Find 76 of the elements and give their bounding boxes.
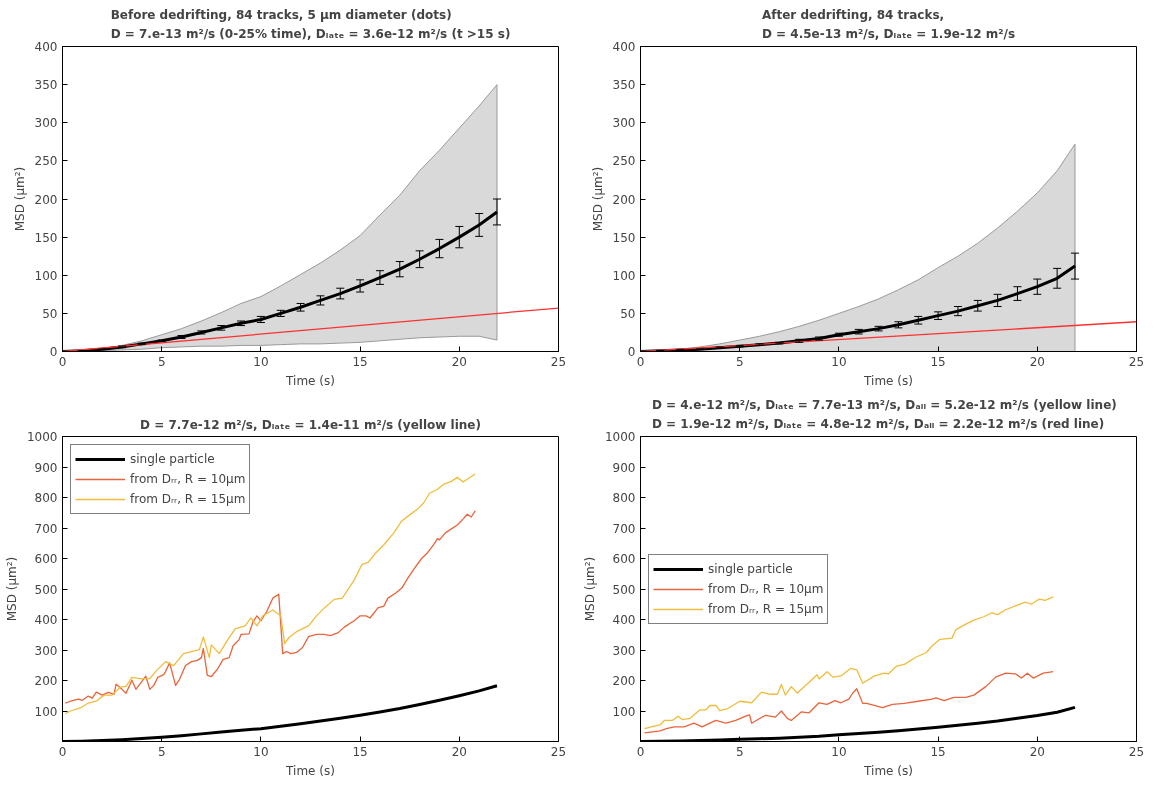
y-tick-label: 250	[612, 154, 636, 169]
x-tick-label: 20	[1029, 354, 1045, 369]
y-tick-label: 0	[627, 345, 636, 359]
chart-title: Before dedrifting, 84 tracks, 5 μm diameter (dots) D = 7.e-13 m²/s (0-25% time), Dₗₐₜₑ = 3.6e-12 m²/s (t >15 s)	[110, 7, 511, 42]
y-tick-label: 300	[34, 643, 58, 658]
x-tick-label: 20	[1029, 744, 1045, 759]
y-tick-label: 700	[34, 521, 58, 536]
y-tick-label: 300	[34, 116, 58, 131]
x-tick-label: 5	[735, 744, 744, 759]
y-tick-label: 200	[612, 674, 636, 688]
chart-title: After dedrifting, 84 tracks, D = 4.5e-13 m²/s, Dₗₐₜₑ = 1.9e-12 m²/s	[761, 7, 1016, 42]
y-tick-label: 600	[612, 552, 636, 566]
x-tick-label: 15	[352, 354, 368, 369]
x-tick-label: 15	[930, 354, 946, 369]
x-tick-label: 10	[831, 354, 847, 369]
y-tick-label: 150	[34, 230, 58, 245]
x-tick-label: 25	[550, 354, 567, 369]
y-tick-label: 0	[49, 345, 58, 359]
legend-label: single particle	[708, 561, 793, 576]
x-axis-title: Time (s)	[863, 763, 913, 778]
x-tick-label: 10	[253, 354, 269, 369]
chart-title: D = 7.7e-12 m²/s, Dₗₐₜₑ = 1.4e-11 m²/s (yellow line)	[140, 417, 481, 432]
y-tick-label: 400	[34, 40, 58, 54]
x-tick-label: 25	[550, 744, 567, 759]
y-axis-title: MSD (μm²)	[582, 556, 597, 622]
y-axis-title: MSD (μm²)	[12, 166, 27, 232]
legend-label: from Dᵣᵣ, R = 15μm	[130, 492, 246, 506]
x-tick-label: 10	[253, 744, 269, 759]
x-tick-label: 5	[157, 744, 166, 759]
y-tick-label: 1000	[26, 430, 58, 444]
x-tick-label: 10	[831, 744, 847, 759]
x-tick-label: 15	[930, 744, 946, 759]
y-tick-label: 200	[612, 192, 636, 207]
y-tick-label: 600	[34, 552, 58, 566]
y-tick-label: 250	[34, 154, 58, 169]
y-axis-title: MSD (μm²)	[4, 556, 19, 622]
y-tick-label: 500	[612, 582, 636, 597]
y-tick-label: 350	[612, 78, 636, 93]
y-tick-label: 100	[612, 268, 636, 283]
legend-label: from Dᵣᵣ, R = 10μm	[130, 472, 246, 486]
legend-label: from Dᵣᵣ, R = 10μm	[708, 581, 824, 596]
y-tick-label: 300	[612, 643, 636, 658]
y-tick-label: 700	[612, 521, 636, 536]
y-tick-label: 100	[34, 704, 58, 719]
x-tick-label: 5	[735, 354, 744, 369]
x-tick-label: 20	[451, 354, 467, 369]
y-tick-label: 800	[612, 491, 636, 505]
x-tick-label: 5	[157, 354, 166, 369]
legend-label: single particle	[130, 452, 215, 466]
y-tick-label: 500	[34, 582, 58, 597]
y-tick-label: 1000	[604, 430, 636, 444]
y-tick-label: 300	[612, 116, 636, 131]
y-tick-label: 100	[612, 704, 636, 719]
x-tick-label: 15	[352, 744, 368, 759]
x-axis-title: Time (s)	[863, 373, 913, 388]
x-axis-title: Time (s)	[285, 373, 335, 388]
chart-title: D = 4.e-12 m²/s, Dₗₐₜₑ = 7.7e-13 m²/s, Dₐₗₗ = 5.2e-12 m²/s (yellow line) D = 1.9e-12 m²/s, Dₗₐₜₑ = 4.8e-12 m²/s, Dₐₗₗ = 2.2e-12 m²/s (red line)	[651, 397, 1117, 432]
y-tick-label: 200	[34, 674, 58, 688]
y-tick-label: 900	[612, 460, 636, 475]
y-tick-label: 350	[34, 78, 58, 93]
y-tick-label: 100	[34, 268, 58, 283]
x-tick-label: 25	[1128, 744, 1145, 759]
y-tick-label: 800	[34, 491, 58, 505]
y-tick-label: 150	[612, 230, 636, 245]
y-tick-label: 400	[612, 40, 636, 54]
y-tick-label: 200	[34, 192, 58, 207]
y-tick-label: 50	[620, 306, 636, 321]
y-axis-title: MSD (μm²)	[590, 166, 605, 232]
legend-label: from Dᵣᵣ, R = 15μm	[708, 601, 824, 616]
y-tick-label: 50	[42, 306, 58, 321]
x-axis-title: Time (s)	[285, 763, 335, 778]
x-tick-label: 25	[1128, 354, 1145, 369]
y-tick-label: 400	[612, 613, 636, 627]
x-tick-label: 20	[451, 744, 467, 759]
y-tick-label: 400	[34, 613, 58, 627]
y-tick-label: 900	[34, 460, 58, 475]
